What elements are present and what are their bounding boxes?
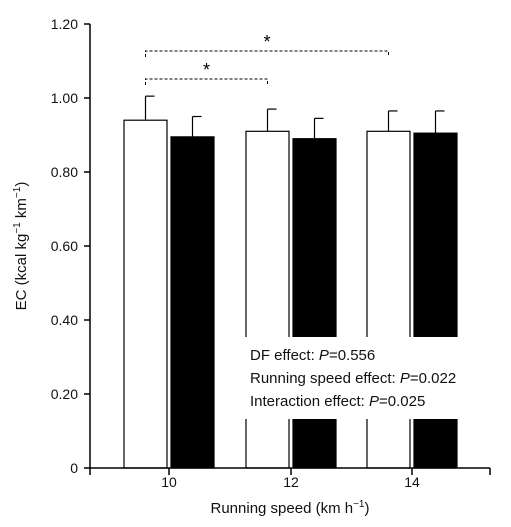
significance-star: * xyxy=(263,32,270,52)
x-tick-label: 14 xyxy=(404,474,420,490)
annotation-background xyxy=(240,337,495,419)
y-axis-ticks: 0 0.20 0.40 0.60 0.80 1.00 1.20 xyxy=(51,16,90,476)
significance-bracket xyxy=(145,50,389,57)
annotation-df: DF effect: P=0.556 xyxy=(250,347,375,364)
significance-brackets: ** xyxy=(145,32,389,85)
x-axis-title: Running speed (km h−1) xyxy=(211,499,370,517)
annotation-interaction: Interaction effect: P=0.025 xyxy=(250,393,425,410)
y-tick-label: 1.00 xyxy=(51,90,78,106)
y-tick-label: 0.60 xyxy=(51,238,78,254)
y-tick-label: 0 xyxy=(70,460,78,476)
y-tick-label: 0.20 xyxy=(51,386,78,402)
x-tick-label: 12 xyxy=(283,474,299,490)
y-tick-label: 1.20 xyxy=(51,16,78,32)
bars-group xyxy=(123,95,458,469)
significance-bracket xyxy=(145,78,268,85)
y-tick-label: 0.80 xyxy=(51,164,78,180)
x-tick-label: 10 xyxy=(161,474,177,490)
x-axis-ticks: 10 12 14 xyxy=(89,468,491,490)
y-tick-label: 0.40 xyxy=(51,312,78,328)
bar-white xyxy=(123,119,168,469)
bar-black xyxy=(170,136,215,469)
significance-star: * xyxy=(203,60,210,80)
y-axis-title: EC (kcal kg−1 km−1) xyxy=(12,182,30,311)
annotation-running-speed: Running speed effect: P=0.022 xyxy=(250,370,456,387)
